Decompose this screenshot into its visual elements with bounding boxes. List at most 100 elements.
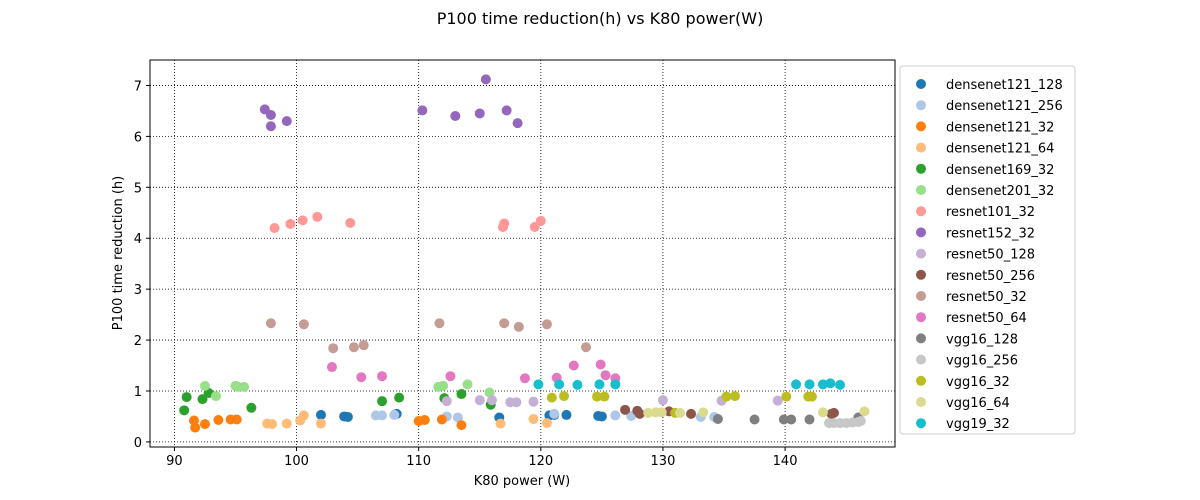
data-points (179, 74, 870, 433)
legend-label-resnet101_32: resnet101_32 (946, 205, 1035, 220)
point-resnet50_32 (581, 342, 592, 353)
point-resnet101_32 (312, 211, 323, 222)
point-resnet50_128 (657, 395, 668, 406)
point-resnet101_32 (529, 222, 540, 233)
point-densenet121_32 (231, 414, 242, 425)
legend-frame (899, 65, 1076, 435)
point-resnet50_32 (541, 319, 552, 330)
point-resnet152_32 (265, 121, 276, 132)
y-tick-label: 1 (134, 385, 142, 400)
point-densenet121_128 (596, 411, 607, 422)
legend-marker-resnet50_64 (916, 312, 926, 323)
point-resnet50_256 (828, 407, 839, 418)
point-densenet169_32 (181, 392, 192, 403)
point-vgg19_32 (572, 379, 583, 390)
point-vgg16_32 (721, 391, 732, 402)
legend-label-resnet50_256: resnet50_256 (946, 269, 1035, 284)
grid (150, 60, 895, 447)
point-vgg16_128 (786, 414, 797, 425)
x-tick-label: 110 (406, 454, 431, 469)
point-resnet50_32 (348, 342, 359, 353)
y-tick-label: 6 (134, 130, 142, 145)
axis-ticks: 90 100 110 120 130 140 0 1 2 3 4 5 6 7 (134, 79, 798, 469)
point-resnet50_64 (377, 371, 388, 382)
point-resnet50_64 (326, 362, 337, 373)
legend-label-densenet201_32: densenet201_32 (946, 184, 1054, 199)
legend-marker-vgg16_32 (916, 375, 926, 386)
x-tick-label: 120 (528, 454, 553, 469)
point-densenet121_64 (315, 418, 326, 429)
legend-label-resnet152_32: resnet152_32 (946, 226, 1035, 241)
point-densenet169_32 (179, 405, 190, 416)
x-tick-label: 90 (166, 454, 183, 469)
point-resnet152_32 (417, 105, 428, 116)
point-resnet50_32 (513, 321, 524, 332)
point-resnet50_32 (298, 319, 309, 330)
point-resnet50_256 (634, 408, 645, 419)
point-densenet121_32 (190, 422, 201, 433)
legend-marker-densenet121_128 (916, 79, 926, 89)
point-densenet201_32 (210, 391, 221, 402)
legend-marker-resnet50_32 (916, 291, 926, 301)
point-vgg16_128 (712, 413, 723, 424)
point-resnet50_32 (358, 340, 369, 351)
point-resnet50_32 (499, 318, 510, 329)
point-vgg16_128 (778, 414, 789, 425)
point-densenet201_32 (438, 380, 449, 391)
y-tick-label: 4 (134, 232, 142, 247)
legend-marker-densenet121_64 (916, 142, 926, 153)
point-densenet201_32 (239, 381, 250, 392)
legend-marker-vgg16_64 (916, 397, 926, 407)
point-densenet121_64 (528, 413, 539, 424)
point-vgg16_32 (806, 391, 817, 402)
point-vgg19_32 (533, 379, 544, 390)
point-vgg16_64 (656, 407, 667, 418)
point-densenet121_64 (267, 419, 278, 430)
point-vgg16_64 (675, 407, 686, 418)
legend-marker-densenet201_32 (916, 185, 926, 195)
point-densenet121_256 (377, 410, 388, 421)
legend-marker-resnet101_32 (916, 206, 926, 217)
y-tick-label: 3 (134, 283, 142, 298)
point-resnet50_64 (445, 371, 456, 382)
point-resnet152_32 (281, 116, 292, 127)
point-densenet201_32 (484, 387, 495, 398)
point-resnet50_32 (265, 318, 276, 329)
point-densenet121_32 (436, 414, 447, 425)
point-resnet152_32 (512, 118, 523, 129)
x-tick-label: 100 (284, 454, 309, 469)
point-densenet121_32 (456, 420, 467, 431)
legend-marker-resnet50_256 (916, 269, 926, 280)
point-resnet50_256 (620, 404, 631, 415)
point-resnet101_32 (535, 215, 546, 226)
point-resnet101_32 (345, 217, 356, 228)
point-vgg16_32 (592, 391, 602, 402)
point-densenet121_256 (452, 412, 463, 423)
point-densenet121_128 (342, 411, 353, 422)
point-resnet50_128 (528, 396, 539, 407)
point-vgg19_32 (817, 379, 828, 390)
point-vgg16_64 (817, 407, 828, 418)
legend-marker-densenet121_256 (916, 100, 926, 111)
point-vgg16_32 (599, 391, 610, 402)
point-vgg19_32 (791, 379, 802, 390)
point-resnet152_32 (450, 111, 461, 122)
point-vgg19_32 (554, 379, 565, 390)
point-densenet121_64 (281, 418, 292, 429)
x-tick-label: 130 (651, 454, 676, 469)
point-vgg16_64 (643, 407, 654, 418)
point-vgg16_64 (698, 407, 709, 418)
point-densenet169_32 (246, 402, 257, 413)
point-vgg16_32 (559, 391, 570, 402)
point-vgg16_64 (859, 406, 870, 417)
point-resnet50_128 (486, 395, 497, 406)
point-resnet152_32 (265, 109, 276, 120)
point-vgg19_32 (804, 379, 815, 390)
point-densenet201_32 (462, 379, 473, 390)
point-vgg19_32 (825, 378, 836, 389)
point-vgg16_128 (804, 414, 815, 425)
point-densenet121_256 (549, 408, 560, 419)
y-tick-label: 5 (134, 181, 142, 196)
point-resnet50_64 (519, 373, 530, 384)
legend-label-vgg16_256: vgg16_256 (946, 354, 1018, 369)
